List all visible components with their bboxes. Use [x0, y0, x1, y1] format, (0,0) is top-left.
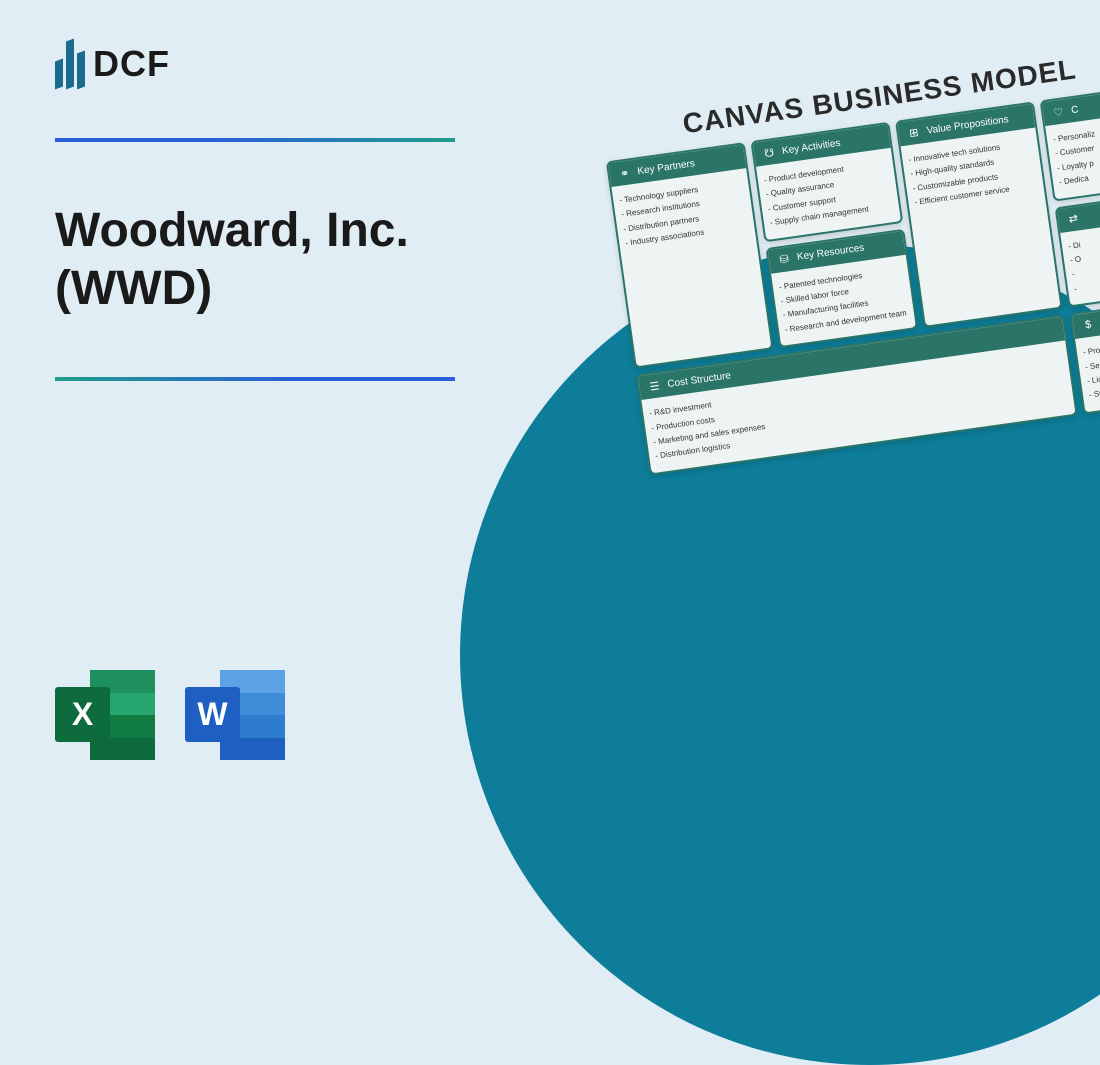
- block-customer-relationships: ♡C - Personaliz - Customer - Loyalty p -…: [1040, 85, 1100, 201]
- database-icon: ⛁: [776, 251, 792, 267]
- page-title: Woodward, Inc. (WWD): [55, 202, 495, 317]
- link-icon: ⚭: [617, 165, 633, 181]
- gift-icon: ⊞: [906, 125, 922, 141]
- canvas-preview: CANVAS BUSINESS MODEL ⚭Key Partners - Te…: [600, 42, 1100, 475]
- logo-text: DCF: [93, 43, 170, 85]
- heart-icon: ♡: [1050, 104, 1066, 120]
- divider-bottom: [55, 377, 455, 381]
- left-panel: DCF Woodward, Inc. (WWD): [55, 40, 495, 381]
- block-channels: ⇄ - Di - O - -: [1055, 192, 1100, 308]
- dcf-logo: DCF: [55, 40, 495, 88]
- title-line1: Woodward, Inc.: [55, 202, 495, 260]
- word-icon: W: [185, 665, 285, 765]
- logo-bars-icon: [55, 40, 85, 88]
- users-icon: ☋: [761, 145, 777, 161]
- money-icon: $: [1080, 317, 1096, 333]
- share-icon: ⇄: [1065, 211, 1081, 227]
- block-key-resources: ⛁Key Resources - Patented technologies -…: [765, 228, 918, 348]
- word-letter: W: [185, 687, 240, 742]
- block-key-partners: ⚭Key Partners - Technology suppliers - R…: [606, 142, 774, 369]
- sliders-icon: ☰: [647, 378, 663, 394]
- title-line2: (WWD): [55, 260, 495, 318]
- excel-icon: X: [55, 665, 155, 765]
- block-key-activities: ☋Key Activities - Product development - …: [750, 122, 903, 242]
- excel-letter: X: [55, 687, 110, 742]
- file-icons: X W: [55, 665, 285, 765]
- block-value-propositions: ⊞Value Propositions - Innovative tech so…: [895, 101, 1063, 328]
- canvas-grid: ⚭Key Partners - Technology suppliers - R…: [606, 84, 1100, 476]
- divider-top: [55, 138, 455, 142]
